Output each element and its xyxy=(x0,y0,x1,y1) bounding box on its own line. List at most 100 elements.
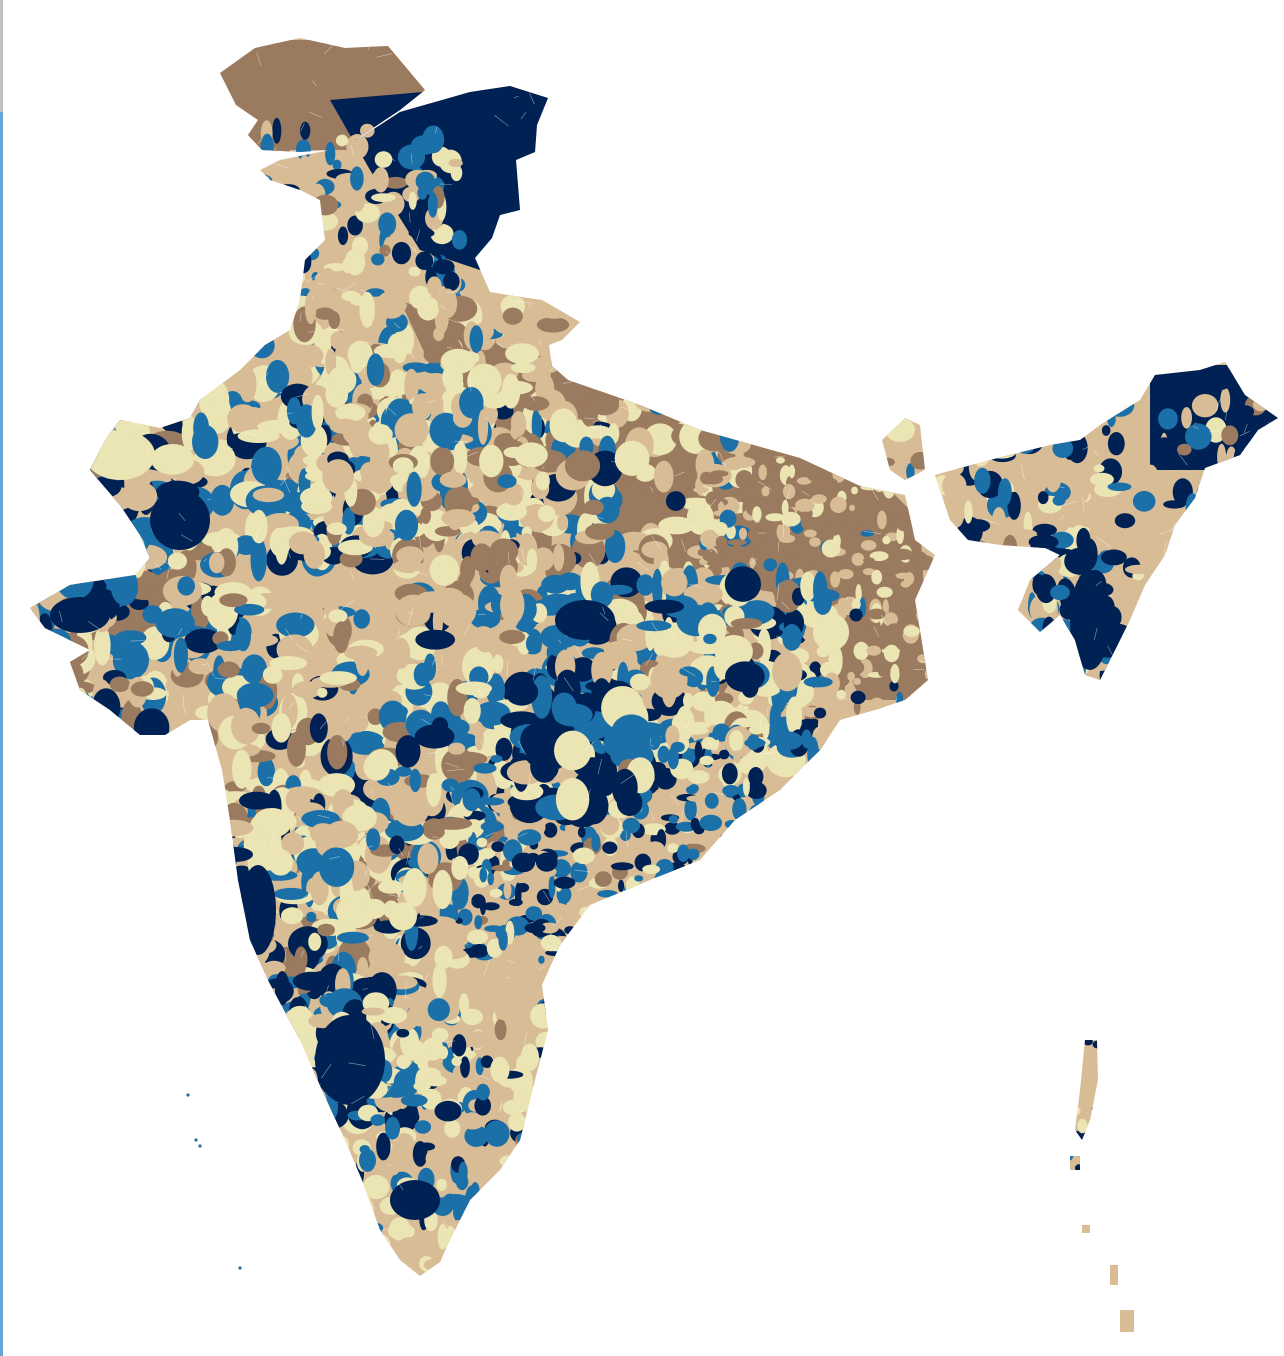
boundary-segment xyxy=(246,1271,249,1286)
region-patch xyxy=(334,1259,345,1286)
boundary-segment xyxy=(1055,693,1061,702)
region-patch xyxy=(470,1182,480,1199)
region-patch xyxy=(1036,650,1059,675)
region-patch xyxy=(374,151,393,168)
region-patch xyxy=(337,226,349,246)
region-patch xyxy=(240,865,276,955)
boundary-segment xyxy=(348,1062,366,1066)
boundary-segment xyxy=(1161,1280,1171,1288)
region-patch xyxy=(45,705,61,722)
region-patch xyxy=(408,228,435,239)
boundary-segment xyxy=(547,1283,557,1291)
region-patch xyxy=(775,457,785,464)
region-patch xyxy=(281,1096,294,1113)
region-patch xyxy=(503,1215,519,1224)
boundary-segment xyxy=(319,1319,325,1322)
region-patch xyxy=(1248,479,1269,500)
region-patch xyxy=(743,829,760,851)
region-patch xyxy=(393,1068,420,1097)
region-patch xyxy=(830,496,847,513)
region-patch xyxy=(263,1098,296,1138)
boundary-segment xyxy=(968,291,978,298)
boundary-segment xyxy=(737,258,741,268)
boundary-segment xyxy=(976,355,981,362)
region-patch xyxy=(579,906,594,918)
region-patch xyxy=(828,645,843,676)
boundary-segment xyxy=(419,535,422,549)
boundary-segment xyxy=(200,768,217,770)
region-patch xyxy=(893,548,913,561)
region-patch xyxy=(913,504,931,512)
boundary-segment xyxy=(1234,526,1240,530)
region-patch xyxy=(495,737,513,761)
boundary-segment xyxy=(1212,918,1216,927)
boundary-segment xyxy=(651,622,658,632)
region-patch xyxy=(451,856,469,880)
boundary-segment xyxy=(52,564,59,572)
region-patch xyxy=(328,311,341,329)
boundary-segment xyxy=(780,900,783,913)
region-patch xyxy=(442,1194,470,1208)
boundary-segment xyxy=(311,1201,314,1213)
region-patch xyxy=(335,1167,353,1177)
region-patch xyxy=(1125,1152,1141,1163)
region-patch xyxy=(227,963,265,978)
region-patch xyxy=(648,398,671,415)
region-patch xyxy=(90,389,121,411)
boundary-segment xyxy=(1055,1185,1060,1187)
region-patch xyxy=(1107,432,1125,456)
region-patch xyxy=(368,424,393,445)
region-patch xyxy=(637,892,660,911)
region-patch xyxy=(899,656,913,674)
region-patch xyxy=(661,569,688,597)
region-patch xyxy=(548,874,556,899)
boundary-segment xyxy=(517,513,523,515)
region-patch xyxy=(959,627,991,652)
boundary-segment xyxy=(564,217,577,225)
boundary-segment xyxy=(369,558,385,560)
region-patch xyxy=(814,553,824,569)
boundary-segment xyxy=(649,1218,658,1232)
boundary-segment xyxy=(251,1275,264,1283)
boundary-segment xyxy=(755,1134,763,1139)
boundary-segment xyxy=(861,881,864,890)
region-patch xyxy=(747,527,766,543)
boundary-segment xyxy=(620,127,628,133)
region-patch xyxy=(1098,1282,1111,1295)
region-patch xyxy=(1110,590,1138,613)
region-patch xyxy=(425,1151,434,1167)
boundary-segment xyxy=(904,349,917,353)
region-patch xyxy=(412,1050,430,1066)
boundary-segment xyxy=(390,533,395,535)
region-patch xyxy=(296,250,312,274)
boundary-segment xyxy=(375,53,393,58)
region-patch xyxy=(344,248,366,276)
region-patch xyxy=(417,296,440,321)
boundary-segment xyxy=(256,52,262,67)
boundary-segment xyxy=(1269,450,1271,456)
boundary-segment xyxy=(923,618,928,623)
region-patch xyxy=(332,1266,352,1276)
region-patch xyxy=(687,770,710,784)
boundary-segment xyxy=(356,845,373,853)
region-patch xyxy=(1124,1228,1136,1243)
region-patch xyxy=(513,1219,540,1231)
boundary-segment xyxy=(38,490,44,507)
region-patch xyxy=(236,1044,276,1077)
region-patch xyxy=(1003,605,1020,631)
region-patch xyxy=(1042,616,1056,639)
region-patch xyxy=(244,1034,272,1055)
boundary-segment xyxy=(1151,1088,1162,1102)
region-patch xyxy=(272,117,282,144)
region-patch xyxy=(873,482,887,492)
region-patch xyxy=(618,902,637,926)
region-patch xyxy=(1100,1146,1110,1160)
region-patch xyxy=(536,888,554,906)
region-patch xyxy=(272,147,291,159)
region-patch xyxy=(500,1232,525,1255)
boundary-segment xyxy=(1145,376,1150,381)
boundary-segment xyxy=(434,658,438,672)
region-patch xyxy=(553,876,576,889)
